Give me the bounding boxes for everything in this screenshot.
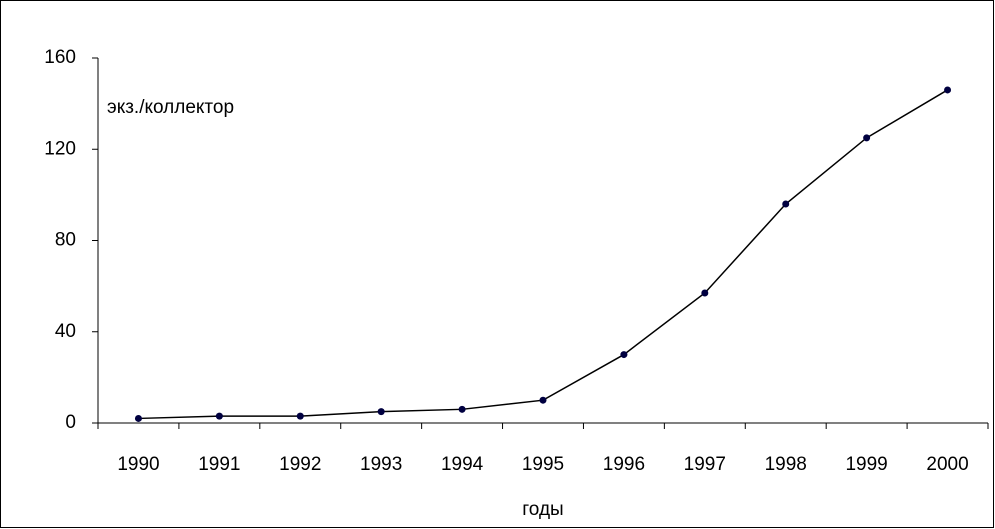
data-point [215,412,223,420]
x-tick-label: 1995 [522,454,564,475]
data-point [134,414,142,422]
x-tick-label: 1998 [765,454,807,475]
y-axis-label: экз./коллектор [107,97,234,118]
x-tick-label: 2000 [926,454,968,475]
y-tick-label: 80 [55,230,76,251]
data-point [539,396,547,404]
data-point [458,405,466,413]
data-point [296,412,304,420]
data-point [944,86,952,94]
data-point [620,351,628,359]
x-tick-label: 1996 [603,454,645,475]
y-tick-label: 120 [44,138,76,159]
x-tick-label: 1999 [845,454,887,475]
data-point [863,134,871,142]
y-tick-label: 40 [55,321,76,342]
x-tick-label: 1992 [279,454,321,475]
data-point [782,200,790,208]
y-tick-label: 160 [44,47,76,68]
x-tick-label: 1993 [360,454,402,475]
x-tick-label: 1994 [441,454,484,475]
x-tick-label: 1991 [198,454,240,475]
x-tick-label: 1990 [117,454,159,475]
data-point [701,289,709,297]
x-tick-label: 1997 [684,454,726,475]
data-point [377,408,385,416]
y-tick-label: 0 [65,412,76,433]
x-axis-label: годы [522,499,563,520]
